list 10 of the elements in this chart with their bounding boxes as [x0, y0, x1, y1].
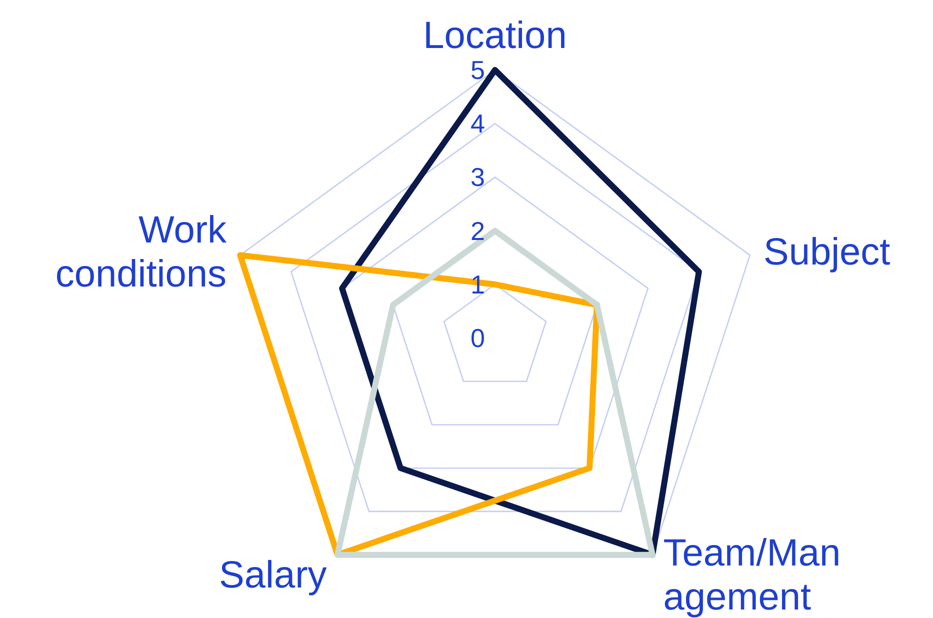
y-tick-label: 3	[470, 162, 485, 192]
spoke-label: Salary	[219, 554, 327, 596]
spoke-label: Subject	[763, 232, 891, 274]
y-tick-label: 4	[470, 108, 485, 139]
y-tick-label: 2	[470, 216, 485, 246]
spoke-label: Team/Management	[663, 532, 841, 618]
y-tick-label: 0	[470, 323, 485, 353]
spoke-label: Work conditions	[55, 210, 228, 296]
y-tick-label: 5	[470, 55, 485, 85]
spoke-label: Location	[423, 15, 567, 57]
